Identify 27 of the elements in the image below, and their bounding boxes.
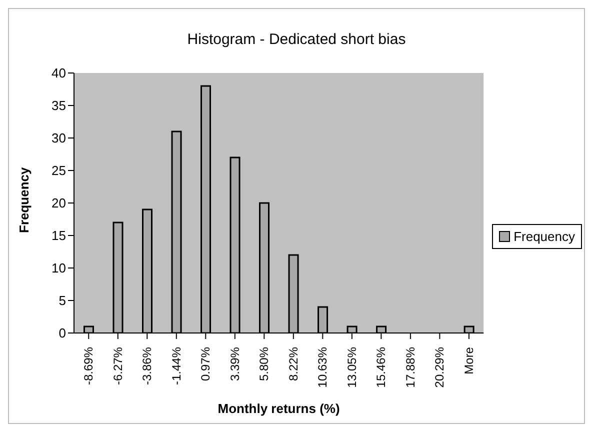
y-tick-label: 15 <box>52 228 66 244</box>
x-tick-label: 13.05% <box>344 346 359 388</box>
x-tick-label: More <box>462 346 476 374</box>
y-tick-label: 10 <box>52 260 66 276</box>
x-tick-label: 10.63% <box>316 346 330 388</box>
x-tick-label: 17.88% <box>403 346 418 388</box>
x-tick-label: 15.46% <box>374 346 388 388</box>
x-axis-title: Monthly returns (%) <box>218 401 340 416</box>
chart-title: Histogram - Dedicated short bias <box>186 31 407 50</box>
y-tick-label: 25 <box>52 163 66 178</box>
y-tick-label: 5 <box>58 293 66 308</box>
y-axis-title: Frequency <box>16 166 32 233</box>
x-tick-label: -1.44% <box>169 346 184 386</box>
y-tick-label: 20 <box>52 196 66 211</box>
x-tick-label: 3.39% <box>228 346 242 382</box>
x-tick-label: -3.86% <box>140 346 154 386</box>
x-tick-label: 8.22% <box>286 346 300 382</box>
y-tick-label: 30 <box>52 130 66 146</box>
x-tick-label: 20.29% <box>432 346 447 388</box>
x-tick-label: 5.80% <box>257 346 272 382</box>
x-tick-label: 0.97% <box>198 346 213 382</box>
y-tick-label: 0 <box>58 326 66 341</box>
y-tick-label: 40 <box>52 66 66 81</box>
x-tick-label: -6.27% <box>110 346 125 386</box>
y-tick-label: 35 <box>52 98 66 114</box>
x-tick-label: -8.69% <box>82 346 96 386</box>
legend-label: Frequency <box>514 228 575 244</box>
